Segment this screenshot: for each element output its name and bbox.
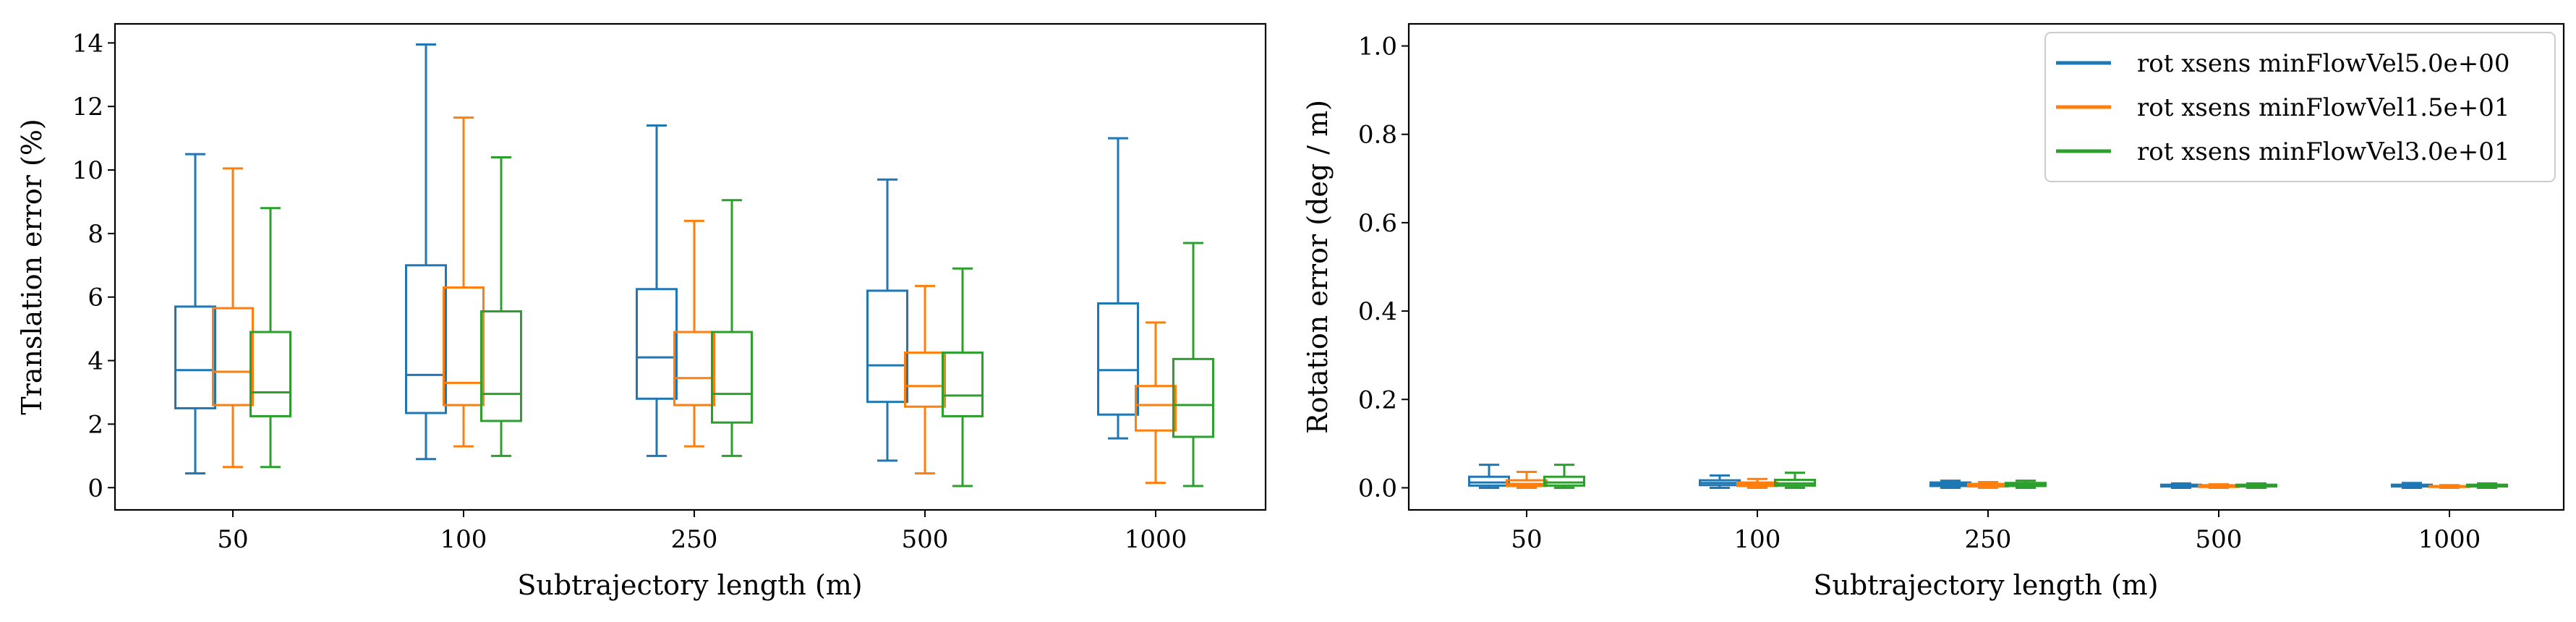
rotation-box-minflowvel5-1000 [2391,482,2433,489]
x-tick-label: 500 [902,525,949,554]
box-iqr [711,331,753,424]
rotation-box-minflowvel30-250 [2005,480,2047,489]
rotation-box-minflowvel5-500 [2160,482,2202,489]
translation-error-panel: 0 2 4 6 8 10 12 14 50 100 250 500 1000 Subtrajector… [16,22,1267,601]
translation-box-minflowvel5-50 [174,153,216,474]
box-iqr [673,331,715,406]
rotation-x-axis-label: Subtrajectory length (m) [1813,569,2158,601]
translation-box-minflowvel15-100 [443,116,485,448]
box-iqr [1135,385,1177,432]
rotation-box-minflowvel30-1000 [2466,482,2508,489]
x-tick-label: 1000 [2418,525,2481,554]
box-iqr [480,310,522,422]
rotation-y-axis-label: Rotation error (deg / m) [1302,100,1334,434]
translation-plot-frame [114,22,1267,511]
y-tick-label: 0.2 [1358,385,1397,414]
translation-box-minflowvel15-1000 [1135,321,1177,485]
x-tick-label: 250 [1965,525,2012,554]
translation-box-minflowvel30-250 [711,199,753,457]
y-tick-label: 6 [88,284,103,312]
translation-box-minflowvel15-500 [904,284,946,474]
rotation-legend: rot xsens minFlowVel5.0e+00 rot xsens mi… [2044,32,2556,182]
translation-box-minflowvel30-100 [480,156,522,457]
x-tick-label: 1000 [1125,525,1187,554]
translation-box-minflowvel15-50 [212,167,254,469]
box-iqr [636,288,678,400]
y-tick-label: 0.6 [1358,209,1397,238]
rotation-box-minflowvel30-50 [1543,464,1585,489]
translation-x-axis-label: Subtrajectory length (m) [517,569,862,601]
x-tick-label: 50 [217,525,248,554]
rotation-box-minflowvel15-500 [2198,483,2240,489]
rotation-box-minflowvel15-1000 [2428,484,2470,489]
translation-y-axis-label: Translation error (%) [16,119,48,415]
x-tick-label: 500 [2196,525,2243,554]
box-iqr [1543,475,1585,487]
box-iqr [212,307,254,406]
legend-label-minflowvel15: rot xsens minFlowVel1.5e+01 [2137,93,2510,122]
y-tick-label: 10 [72,156,103,185]
box-iqr [443,286,485,406]
translation-box-minflowvel5-250 [636,124,678,457]
rotation-boxplots [1468,464,2508,489]
translation-box-minflowvel30-500 [942,267,984,487]
rotation-box-minflowvel30-500 [2235,482,2277,489]
translation-x-ticks: 50 100 250 500 1000 [217,510,1187,554]
legend-label-minflowvel5: rot xsens minFlowVel5.0e+00 [2137,49,2510,78]
translation-box-minflowvel30-50 [250,207,291,469]
translation-box-minflowvel5-100 [405,43,447,461]
box-iqr [866,289,908,404]
y-tick-label: 0 [88,474,103,503]
rotation-y-ticks: 0.0 0.2 0.4 0.6 0.8 1.0 [1358,33,1409,503]
box-iqr [1172,357,1214,438]
legend-label-minflowvel30: rot xsens minFlowVel3.0e+01 [2137,137,2510,166]
y-tick-label: 0.0 [1358,474,1397,503]
rotation-box-minflowvel15-100 [1736,477,1778,489]
box-iqr [942,352,984,417]
translation-y-ticks: 0 2 4 6 8 10 12 14 [72,29,115,503]
y-tick-label: 0.8 [1358,121,1397,150]
legend-box [2044,32,2556,182]
box-iqr [174,305,216,409]
y-tick-label: 12 [72,93,103,122]
box-iqr [1097,302,1139,416]
box-iqr [904,352,946,408]
x-tick-label: 100 [1734,525,1781,554]
rotation-box-minflowvel5-250 [1929,480,1971,489]
rotation-plot-frame [1407,22,2565,511]
x-tick-label: 100 [440,525,487,554]
translation-box-minflowvel5-500 [866,178,908,462]
y-tick-label: 2 [88,410,103,439]
y-tick-label: 4 [88,347,103,376]
rotation-error-panel: 0.0 0.2 0.4 0.6 0.8 1.0 50 100 250 500 1000 Subtr… [1302,22,2565,601]
box-iqr [250,331,291,417]
translation-box-minflowvel5-1000 [1097,137,1139,440]
box-iqr [405,264,447,414]
y-tick-label: 0.4 [1358,297,1397,326]
x-tick-label: 50 [1511,525,1542,554]
translation-boxplots [174,43,1214,487]
rotation-box-minflowvel15-250 [1967,481,2009,489]
rotation-box-minflowvel30-100 [1774,472,1816,489]
translation-box-minflowvel30-1000 [1172,242,1214,487]
rotation-x-ticks: 50 100 250 500 1000 [1511,510,2481,554]
translation-box-minflowvel15-250 [673,219,715,448]
rotation-box-minflowvel15-50 [1506,470,1548,489]
y-tick-label: 1.0 [1358,33,1397,61]
x-tick-label: 250 [671,525,718,554]
y-tick-label: 14 [72,29,103,58]
y-tick-label: 8 [88,220,103,249]
